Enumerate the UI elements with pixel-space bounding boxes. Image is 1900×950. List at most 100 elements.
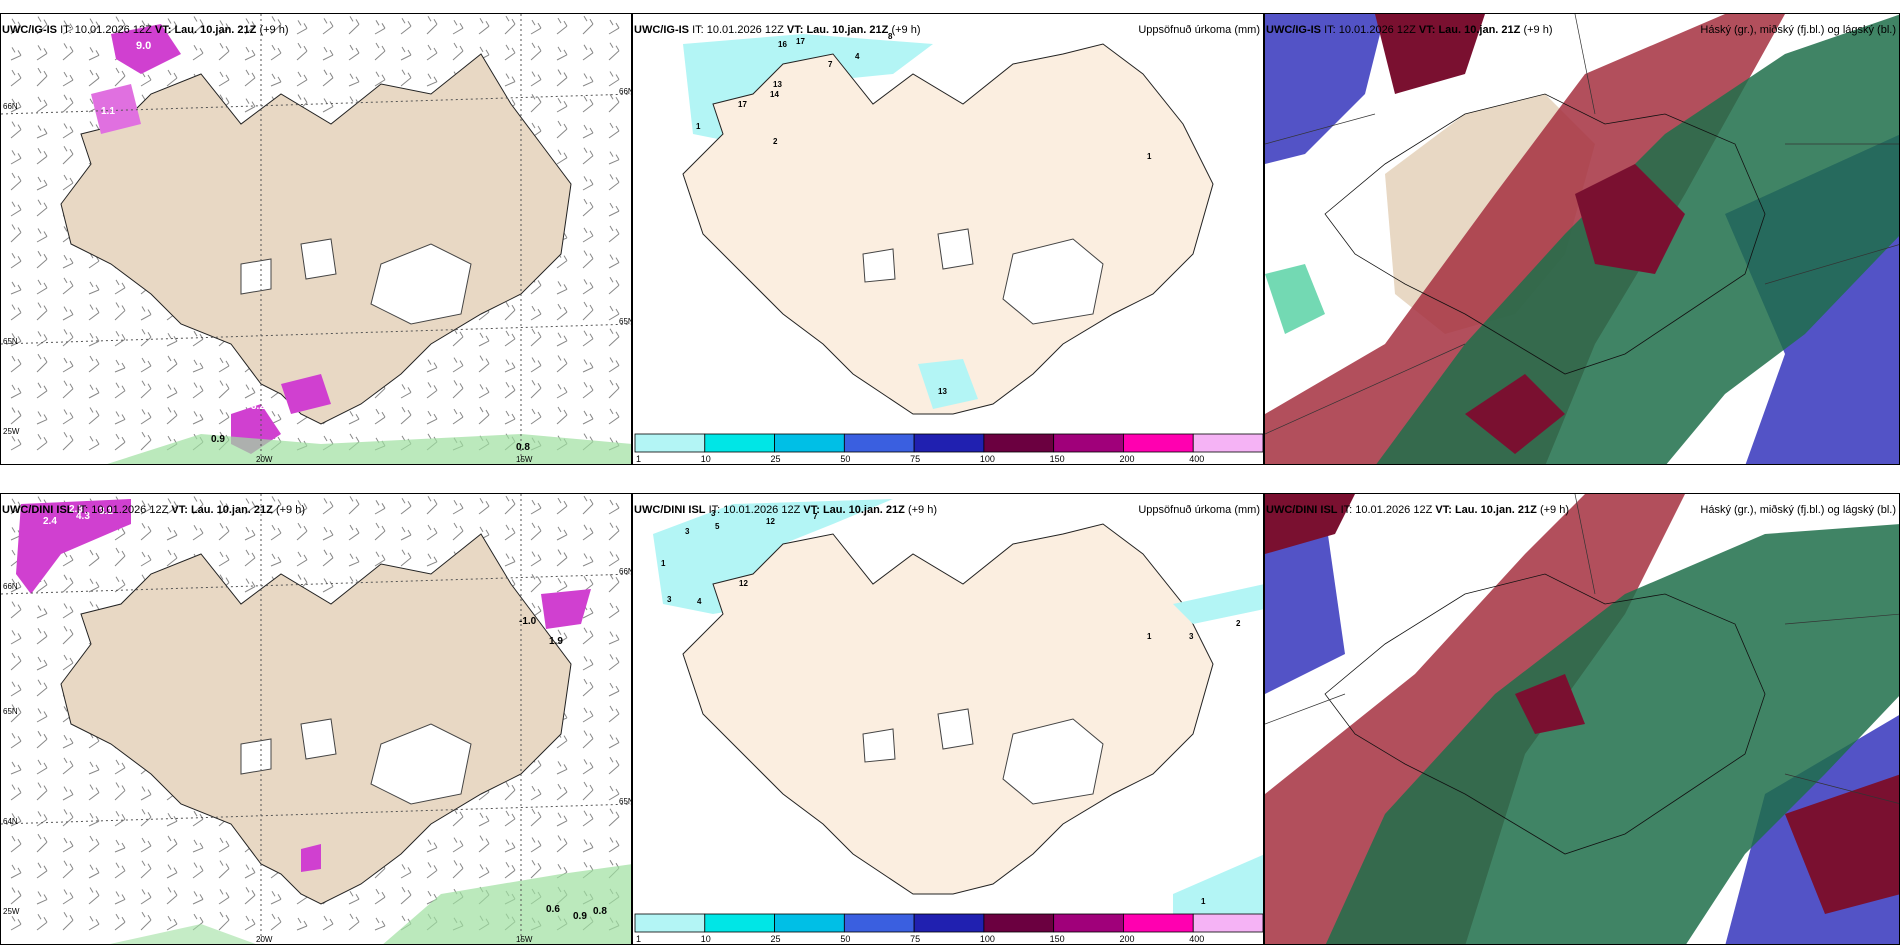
wind-barb <box>62 146 74 165</box>
wind-barb <box>608 174 620 191</box>
colorbar-swatch <box>913 913 985 933</box>
wind-barb <box>192 359 204 373</box>
wind-barb <box>608 551 620 567</box>
wind-label: 3.1 <box>99 506 113 517</box>
colorbar-tick: 200 <box>1119 934 1134 944</box>
colorbar-swatch <box>634 913 706 933</box>
wind-barb <box>36 250 48 269</box>
it-label: IT: <box>1324 24 1336 36</box>
wind-barb <box>374 888 386 905</box>
colorbar-swatch <box>1123 913 1194 933</box>
wind-barb <box>582 495 594 515</box>
wind-barb <box>608 573 620 593</box>
wind-barb <box>270 16 282 35</box>
cloud-high-light <box>1265 264 1325 334</box>
wind-barb <box>88 578 100 593</box>
wind-barb <box>140 808 152 827</box>
wind-barb <box>504 862 516 879</box>
wind-barb <box>322 46 334 61</box>
wind-barb <box>192 524 204 541</box>
glacier <box>1002 718 1104 805</box>
wind-barb <box>400 549 412 567</box>
wind-barb <box>62 654 74 671</box>
glacier <box>862 248 896 283</box>
lead-time: (+9 h) <box>259 24 289 36</box>
wind-barb <box>166 384 178 399</box>
wind-barb <box>608 42 620 61</box>
wind-barb <box>10 98 22 113</box>
wind-barb <box>62 757 74 775</box>
wind-barb <box>608 225 620 243</box>
wind-barb <box>582 678 594 697</box>
precip-label: 7 <box>813 512 818 521</box>
cloud-mid <box>1575 164 1685 274</box>
wind-barb <box>10 224 22 243</box>
precip-label: 8 <box>888 32 893 41</box>
glacier <box>300 718 337 760</box>
wind-barb <box>608 522 620 541</box>
wind-barb <box>296 522 308 541</box>
wind-label: 1.1 <box>101 106 115 117</box>
wind-barb <box>114 547 126 567</box>
wind-barb <box>452 380 464 399</box>
coastline <box>1324 573 1766 855</box>
wind-barb <box>114 811 126 827</box>
wind-barb <box>608 328 620 347</box>
wind-barb <box>556 355 568 373</box>
wind-barb <box>322 526 334 541</box>
wind-barb <box>322 915 334 931</box>
wind-barb <box>114 862 126 879</box>
wind-barb <box>140 911 152 931</box>
wind-label: 4.3 <box>76 511 90 522</box>
wind-barb <box>140 380 152 399</box>
wind-barb <box>582 656 594 671</box>
colorbar-tick: 100 <box>980 454 995 464</box>
wind-barb <box>452 357 464 373</box>
wind-barb <box>426 839 438 853</box>
wind-barb <box>62 837 74 853</box>
lat-label: 65N <box>619 317 632 326</box>
wind-barb <box>140 837 152 853</box>
rain-band <box>107 434 631 464</box>
wind-barb <box>36 45 48 61</box>
wind-barb <box>530 551 542 567</box>
wind-barb <box>504 495 516 515</box>
wind-barb <box>504 15 516 35</box>
wind-barb <box>530 860 542 879</box>
wind-barb <box>530 522 542 541</box>
wind-barb <box>608 202 620 217</box>
wind-barb <box>322 549 334 567</box>
wind-barb <box>348 44 360 61</box>
wind-barb <box>218 20 230 35</box>
precip-label: 5 <box>715 522 720 531</box>
glacier <box>240 738 272 775</box>
wind-barb <box>582 381 594 399</box>
wind-barb <box>374 71 386 87</box>
wind-barb <box>582 301 594 321</box>
wind-barb <box>582 781 594 801</box>
precip-map-2: 3 3 5 12 7 1 4 3 12 1 3 2 1 1 10 25 50 75 100… <box>633 494 1263 944</box>
lat-label: 25W <box>3 427 20 436</box>
wind-barb <box>582 839 594 853</box>
lon-label: 20W <box>256 935 273 944</box>
wind-barb <box>36 628 48 645</box>
precip-map-panel-1: 16 17 7 4 8 13 14 17 1 2 1 13 1 10 25 50 75 1… <box>632 13 1264 465</box>
wind-barb <box>36 833 48 853</box>
wind-barb <box>10 652 22 671</box>
precip-label: 4 <box>855 52 860 61</box>
colorbar-swatch <box>774 433 845 453</box>
wind-label: 3.2 <box>251 401 265 412</box>
wind-barb <box>36 605 48 619</box>
wind-barb <box>36 96 48 113</box>
wind-barb <box>582 147 594 165</box>
wind-barb <box>36 656 48 671</box>
wind-barb <box>452 42 464 61</box>
colorbar-tick: 150 <box>1050 934 1065 944</box>
wind-barb <box>608 379 620 399</box>
colorbar: 1 10 25 50 75 100 150 200 400 <box>634 913 1263 944</box>
wind-barb <box>62 734 74 749</box>
wind-barb <box>582 707 594 723</box>
lead-time: (+9 h) <box>891 24 921 36</box>
wind-barb <box>608 499 620 515</box>
lat-label: 66N <box>619 87 632 96</box>
